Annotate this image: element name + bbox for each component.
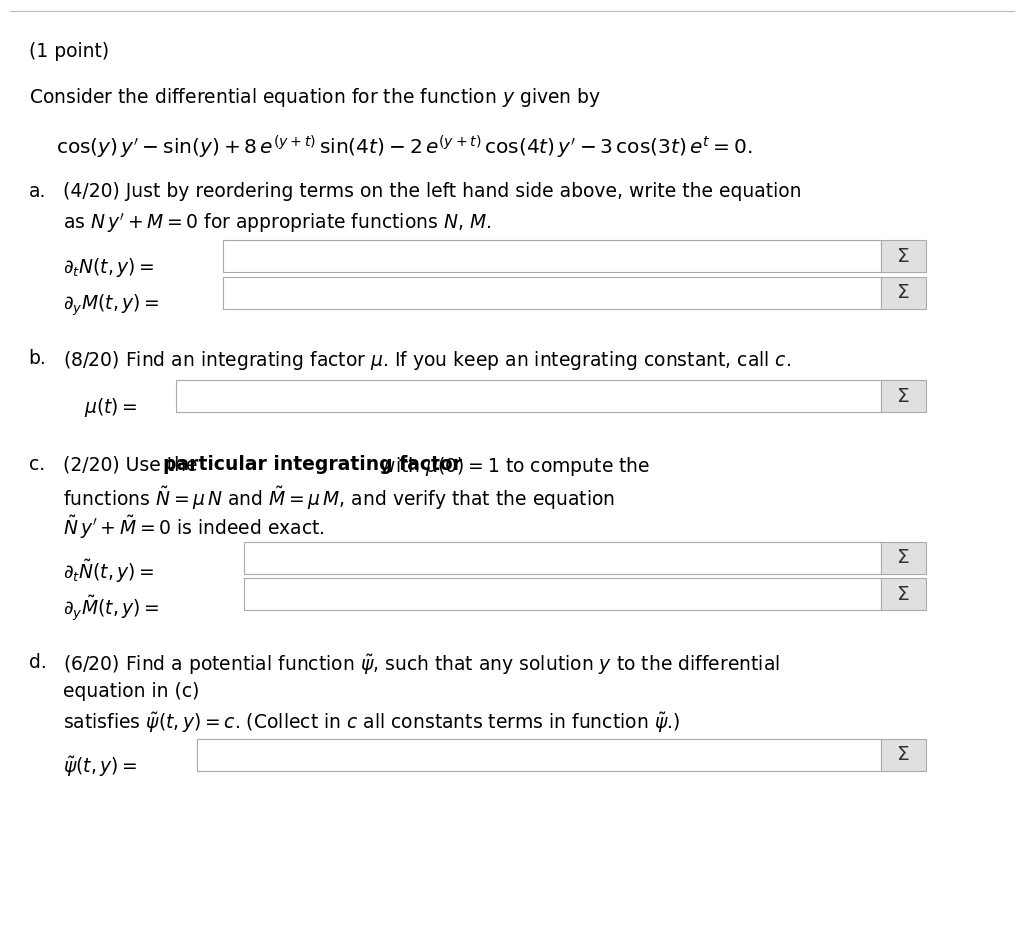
FancyBboxPatch shape xyxy=(244,542,881,574)
FancyBboxPatch shape xyxy=(223,240,881,272)
FancyBboxPatch shape xyxy=(881,542,926,574)
FancyBboxPatch shape xyxy=(244,578,881,610)
Text: $\Sigma$: $\Sigma$ xyxy=(896,585,910,604)
Text: with $\mu(0) = 1$ to compute the: with $\mu(0) = 1$ to compute the xyxy=(374,455,650,478)
Text: $\tilde{N}\, y' + \tilde{M} = 0$ is indeed exact.: $\tilde{N}\, y' + \tilde{M} = 0$ is inde… xyxy=(63,514,326,541)
FancyBboxPatch shape xyxy=(197,739,881,771)
Text: $\cos(y)\, y' - \sin(y) + 8\, e^{(y+t)}\, \sin(4t) - 2\, e^{(y+t)}\, \cos(4t)\, : $\cos(y)\, y' - \sin(y) + 8\, e^{(y+t)}\… xyxy=(56,133,753,161)
Text: $\mu(t) =$: $\mu(t) =$ xyxy=(84,396,137,419)
Text: (6/20) Find a potential function $\tilde{\psi}$, such that any solution $y$ to t: (6/20) Find a potential function $\tilde… xyxy=(63,653,780,677)
Text: as $N\, y' + M = 0$ for appropriate functions $N$, $M$.: as $N\, y' + M = 0$ for appropriate func… xyxy=(63,211,492,236)
Text: satisfies $\tilde{\psi}(t, y) = c$. (Collect in $c$ all constants terms in funct: satisfies $\tilde{\psi}(t, y) = c$. (Col… xyxy=(63,711,681,735)
Text: (1 point): (1 point) xyxy=(29,42,109,61)
FancyBboxPatch shape xyxy=(881,380,926,412)
Text: (4/20) Just by reordering terms on the left hand side above, write the equation: (4/20) Just by reordering terms on the l… xyxy=(63,182,802,201)
Text: $\tilde{\psi}(t, y) =$: $\tilde{\psi}(t, y) =$ xyxy=(63,755,138,779)
Text: $\Sigma$: $\Sigma$ xyxy=(896,746,910,764)
Text: Consider the differential equation for the function $y$ given by: Consider the differential equation for t… xyxy=(29,86,601,109)
Text: $\Sigma$: $\Sigma$ xyxy=(896,284,910,302)
Text: functions $\tilde{N} = \mu\, N$ and $\tilde{M} = \mu\, M$, and verify that the e: functions $\tilde{N} = \mu\, N$ and $\ti… xyxy=(63,485,615,512)
FancyBboxPatch shape xyxy=(223,277,881,309)
Text: $\partial_y \tilde{M}(t, y) =$: $\partial_y \tilde{M}(t, y) =$ xyxy=(63,593,160,623)
Text: particular integrating factor: particular integrating factor xyxy=(163,455,462,474)
Text: equation in (c): equation in (c) xyxy=(63,682,200,700)
Text: (2/20) Use the: (2/20) Use the xyxy=(63,455,204,474)
Text: $\partial_t N(t, y) =$: $\partial_t N(t, y) =$ xyxy=(63,256,156,279)
Text: b.: b. xyxy=(29,349,46,368)
FancyBboxPatch shape xyxy=(176,380,881,412)
FancyBboxPatch shape xyxy=(881,578,926,610)
Text: $\Sigma$: $\Sigma$ xyxy=(896,548,910,567)
Text: $\partial_y M(t, y) =$: $\partial_y M(t, y) =$ xyxy=(63,293,160,318)
FancyBboxPatch shape xyxy=(881,739,926,771)
Text: (8/20) Find an integrating factor $\mu$. If you keep an integrating constant, ca: (8/20) Find an integrating factor $\mu$.… xyxy=(63,349,792,372)
Text: $\Sigma$: $\Sigma$ xyxy=(896,387,910,406)
Text: $\Sigma$: $\Sigma$ xyxy=(896,247,910,266)
Text: $\partial_t \tilde{N}(t, y) =$: $\partial_t \tilde{N}(t, y) =$ xyxy=(63,558,156,585)
FancyBboxPatch shape xyxy=(881,277,926,309)
Text: a.: a. xyxy=(29,182,46,201)
FancyBboxPatch shape xyxy=(881,240,926,272)
Text: c.: c. xyxy=(29,455,45,474)
Text: d.: d. xyxy=(29,653,46,671)
